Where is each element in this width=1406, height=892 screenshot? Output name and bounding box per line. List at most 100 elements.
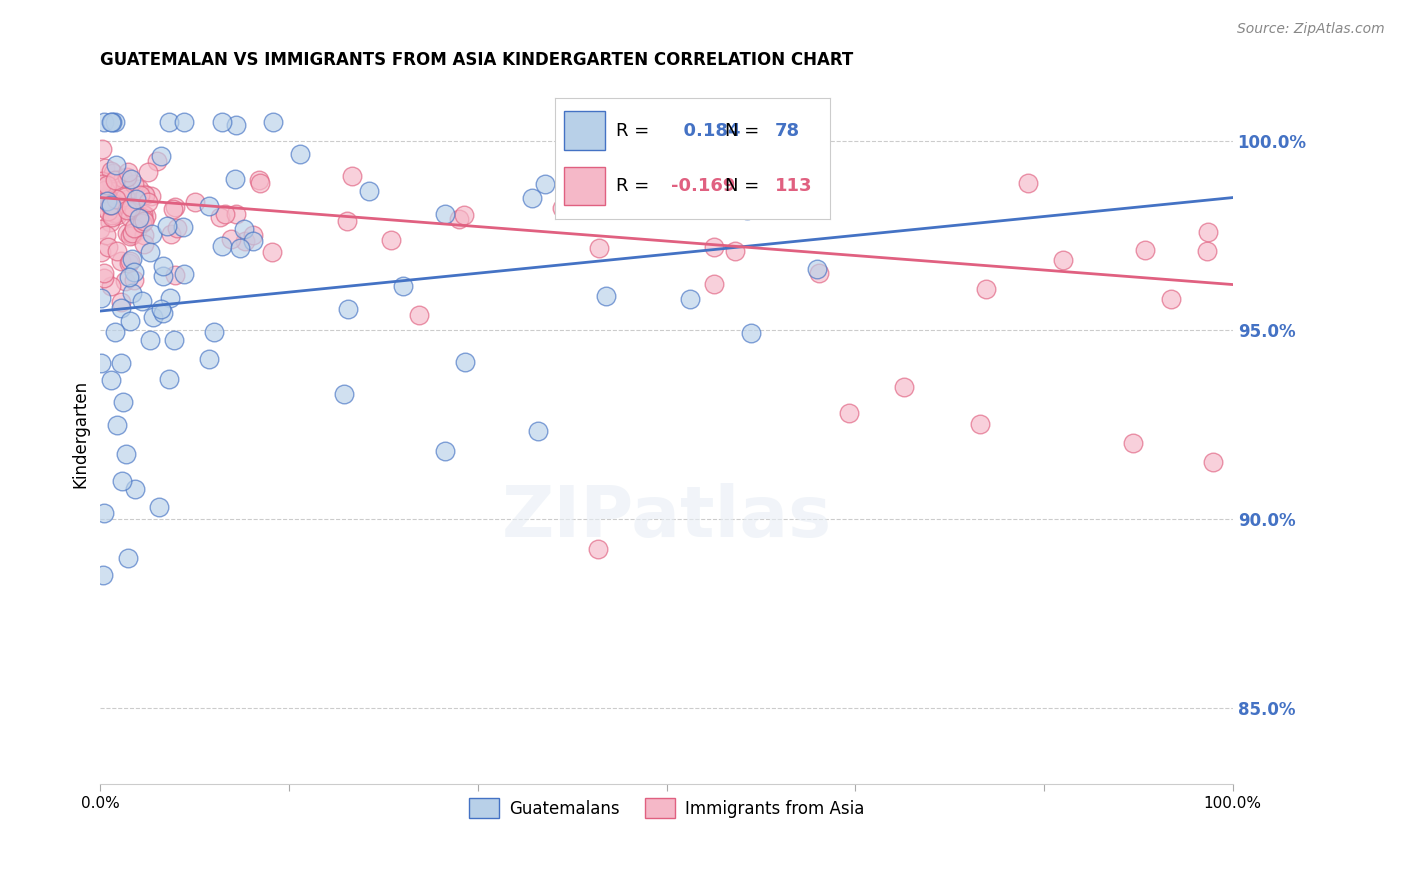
Point <box>114 190 136 204</box>
Point <box>163 334 186 348</box>
Text: 78: 78 <box>775 121 800 140</box>
Point <box>96 194 118 208</box>
Point <box>233 234 256 248</box>
Point <box>93 115 115 129</box>
Point <box>166 221 188 235</box>
Point <box>380 233 402 247</box>
FancyBboxPatch shape <box>564 112 605 150</box>
Point <box>447 211 470 226</box>
Point <box>100 115 122 129</box>
Point <box>225 118 247 132</box>
Point <box>260 245 283 260</box>
Point <box>93 506 115 520</box>
Point <box>165 268 187 282</box>
Text: N =: N = <box>725 121 759 140</box>
Point <box>131 294 153 309</box>
Point <box>550 202 572 216</box>
Point <box>121 286 143 301</box>
Point <box>808 266 831 280</box>
Point <box>134 236 156 251</box>
Point <box>247 172 270 186</box>
Point <box>249 177 271 191</box>
Point <box>1122 436 1144 450</box>
Point <box>96 178 118 192</box>
Point <box>111 395 134 409</box>
Point <box>838 406 860 420</box>
Point <box>141 227 163 241</box>
Point <box>152 259 174 273</box>
Point <box>91 177 114 191</box>
Point <box>112 181 135 195</box>
Point <box>120 254 142 268</box>
Point <box>103 115 125 129</box>
Point <box>120 210 142 224</box>
Point <box>131 216 153 230</box>
Point <box>115 226 138 240</box>
Point <box>107 417 129 432</box>
Point <box>104 326 127 340</box>
Point <box>125 192 148 206</box>
Point <box>117 202 139 217</box>
Point <box>159 291 181 305</box>
Point <box>588 241 610 255</box>
Point <box>98 198 121 212</box>
Point <box>134 188 156 202</box>
Point <box>969 417 991 432</box>
Point <box>214 207 236 221</box>
Point <box>173 267 195 281</box>
Point <box>118 229 141 244</box>
Point <box>806 261 828 276</box>
Point <box>115 192 138 206</box>
Point <box>242 234 264 248</box>
Point <box>96 190 118 204</box>
Point <box>94 161 117 175</box>
Point <box>392 279 415 293</box>
Point <box>121 227 143 241</box>
Point <box>219 232 242 246</box>
Point <box>117 202 139 217</box>
Point <box>1197 244 1219 259</box>
Point <box>94 183 117 197</box>
Point <box>211 239 233 253</box>
Point <box>149 149 172 163</box>
Point <box>1197 225 1219 239</box>
Point <box>100 198 122 212</box>
Point <box>408 308 430 322</box>
Point <box>134 227 156 242</box>
Point <box>198 199 221 213</box>
Point <box>89 222 111 236</box>
Point <box>128 211 150 226</box>
Point <box>117 165 139 179</box>
Point <box>735 202 758 217</box>
Point <box>340 169 363 184</box>
Point <box>122 204 145 219</box>
Y-axis label: Kindergarten: Kindergarten <box>72 380 89 488</box>
Point <box>117 169 139 184</box>
Point <box>740 326 762 340</box>
Point <box>90 291 112 305</box>
Point <box>794 185 817 199</box>
Point <box>104 173 127 187</box>
Point <box>94 227 117 242</box>
Point <box>595 289 617 303</box>
Point <box>127 223 149 237</box>
Point <box>1052 253 1074 268</box>
Point <box>105 192 128 206</box>
Point <box>172 219 194 234</box>
Point <box>893 379 915 393</box>
Point <box>165 200 187 214</box>
Point <box>173 115 195 129</box>
Point <box>183 195 205 210</box>
Point <box>211 115 233 129</box>
Point <box>110 301 132 315</box>
Point <box>105 207 128 221</box>
Point <box>101 115 124 129</box>
Point <box>129 187 152 202</box>
Point <box>136 195 159 210</box>
Point <box>120 171 142 186</box>
Point <box>90 200 112 214</box>
Point <box>724 244 747 258</box>
Point <box>453 208 475 222</box>
Point <box>135 210 157 224</box>
Point <box>1160 292 1182 306</box>
